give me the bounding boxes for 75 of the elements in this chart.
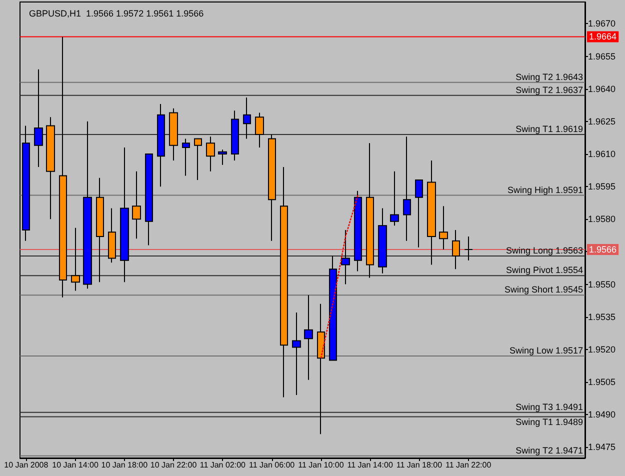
x-tick-label: 10 Jan 2008	[4, 460, 49, 470]
y-tick-label: 1.9625	[588, 116, 616, 126]
y-tick-label: 1.9535	[588, 312, 616, 322]
y-tick-label: 1.9490	[588, 410, 616, 420]
candlestick	[22, 125, 30, 242]
candlestick	[329, 256, 337, 361]
ref-line-label: Swing T1 1.9619	[516, 124, 583, 134]
candlestick	[378, 208, 387, 274]
x-tick-label: 11 Jan 06:00	[248, 460, 296, 470]
candlestick	[132, 170, 141, 240]
ref-line-label: Swing Long 1.9563	[506, 246, 583, 256]
candlestick	[390, 170, 399, 226]
ref-line-label: Swing T3 1.9491	[516, 402, 583, 412]
x-tick-label: 11 Jan 22:00	[445, 460, 492, 470]
candlestick	[206, 136, 215, 172]
ref-line-label: Swing Pivot 1.9554	[506, 265, 583, 276]
line-series	[320, 194, 358, 359]
candlestick	[354, 190, 362, 272]
ref-line-label: Swing T2 1.9471	[516, 445, 583, 456]
candlestick	[145, 154, 153, 246]
candlestick	[108, 208, 116, 264]
x-tick-label: 11 Jan 18:00	[396, 460, 443, 470]
y-tick-label: 1.9655	[588, 51, 616, 62]
y-tick-label: 1.9475	[588, 442, 616, 452]
ref-line-label: Swing High 1.9591	[507, 184, 583, 195]
candlestick	[231, 110, 239, 162]
ref-line-label: Swing T1 1.9489	[516, 417, 583, 428]
y-tick-label: 1.9670	[588, 18, 616, 29]
x-tick-label: 11 Jan 02:00	[200, 460, 246, 470]
y-tick-label: 1.9580	[588, 214, 616, 224]
candlestick	[341, 230, 350, 285]
candlestick	[46, 116, 55, 220]
candlestick	[218, 149, 227, 166]
x-tick-label: 10 Jan 14:00	[52, 460, 99, 470]
candlestick	[317, 303, 325, 435]
x-tick-label: 10 Jan 18:00	[101, 460, 148, 470]
y-tick-label: 1.9550	[588, 279, 616, 290]
candlestick	[34, 68, 43, 168]
x-tick-label: 10 Jan 22:00	[150, 460, 198, 470]
ref-line-label: Swing Short 1.9545	[504, 284, 583, 295]
candlestick	[268, 134, 276, 242]
candlestick	[280, 166, 288, 398]
ref-line-label: Swing T2 1.9637	[516, 84, 583, 95]
x-tick-label: 11 Jan 10:00	[298, 460, 344, 470]
y-tick-label: 1.9520	[588, 344, 616, 354]
candlestick	[403, 136, 411, 242]
candlestick	[157, 104, 165, 188]
candlestick	[415, 180, 423, 248]
y-tick-label: 1.9505	[588, 377, 616, 387]
candlestick	[304, 294, 313, 380]
candlestick	[169, 108, 178, 162]
candlestick	[439, 206, 448, 250]
candlestick	[182, 138, 190, 176]
y-tick-label: 1.9595	[588, 182, 616, 192]
candlestick	[366, 142, 374, 278]
candlestick	[243, 97, 251, 140]
annotation: 1.9664	[589, 32, 617, 42]
candlestick	[96, 177, 104, 283]
candlestick	[194, 138, 202, 181]
candlestick	[464, 236, 473, 261]
ref-line-label: Swing Low 1.9517	[509, 345, 583, 356]
y-tick-label: 1.9640	[588, 84, 616, 94]
candlestick	[255, 112, 264, 148]
text: GBPUSD,H1 1.9566 1.9572 1.9561 1.9566	[29, 8, 204, 18]
ref-line-label: Swing T2 1.9643	[516, 72, 583, 82]
candlestick	[71, 227, 80, 292]
candlestick	[59, 36, 67, 298]
candlestick	[83, 120, 92, 290]
y-tick-label: 1.9610	[588, 149, 616, 159]
candlestick	[120, 146, 129, 283]
candlestick	[292, 312, 301, 396]
annotation: 1.9566	[589, 244, 617, 255]
candlestick	[427, 160, 436, 266]
x-tick-label: 11 Jan 14:00	[347, 460, 394, 470]
candlestick	[452, 230, 460, 270]
